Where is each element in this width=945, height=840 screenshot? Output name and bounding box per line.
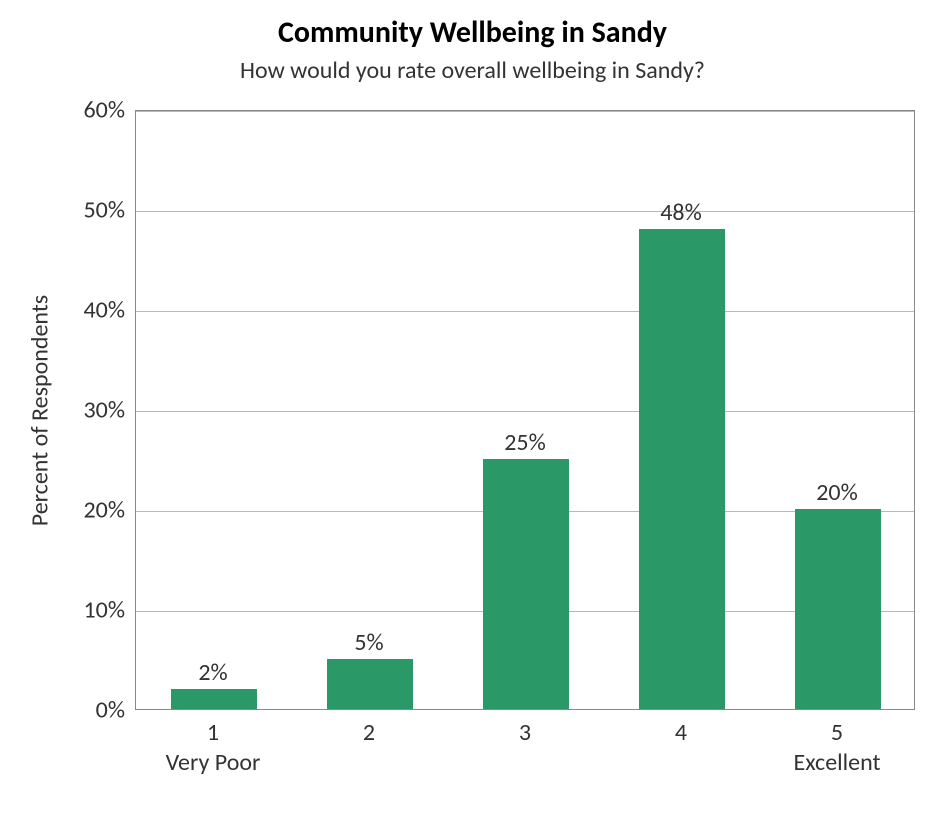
y-tick-label: 10% <box>65 596 125 625</box>
x-tick-label: 3 <box>519 718 531 747</box>
bar <box>795 509 881 709</box>
y-axis-label: Percent of Respondents <box>26 281 55 541</box>
x-tick-sublabel: Very Poor <box>166 748 261 777</box>
x-tick-label: 1 <box>207 718 219 747</box>
bar <box>639 229 725 709</box>
y-tick-label: 0% <box>65 696 125 725</box>
gridline <box>136 311 914 312</box>
chart-title: Community Wellbeing in Sandy <box>0 14 945 51</box>
plot-area <box>135 110 915 710</box>
chart-subtitle: How would you rate overall wellbeing in … <box>0 56 945 85</box>
wellbeing-chart: Community Wellbeing in Sandy How would y… <box>0 0 945 840</box>
x-tick-label: 2 <box>363 718 375 747</box>
x-tick-label: 5 <box>831 718 843 747</box>
bar-value-label: 20% <box>816 478 857 507</box>
x-tick-sublabel: Excellent <box>793 748 880 777</box>
gridline <box>136 211 914 212</box>
y-tick-label: 30% <box>65 396 125 425</box>
y-tick-label: 40% <box>65 296 125 325</box>
bar <box>483 459 569 709</box>
gridline <box>136 111 914 112</box>
y-tick-label: 20% <box>65 496 125 525</box>
bar-value-label: 48% <box>660 198 701 227</box>
bar-value-label: 2% <box>198 658 227 687</box>
y-tick-label: 50% <box>65 196 125 225</box>
bar-value-label: 25% <box>504 428 545 457</box>
bar-value-label: 5% <box>354 628 383 657</box>
gridline <box>136 411 914 412</box>
x-tick-label: 4 <box>675 718 687 747</box>
bar <box>171 689 257 709</box>
bar <box>327 659 413 709</box>
y-tick-label: 60% <box>65 96 125 125</box>
